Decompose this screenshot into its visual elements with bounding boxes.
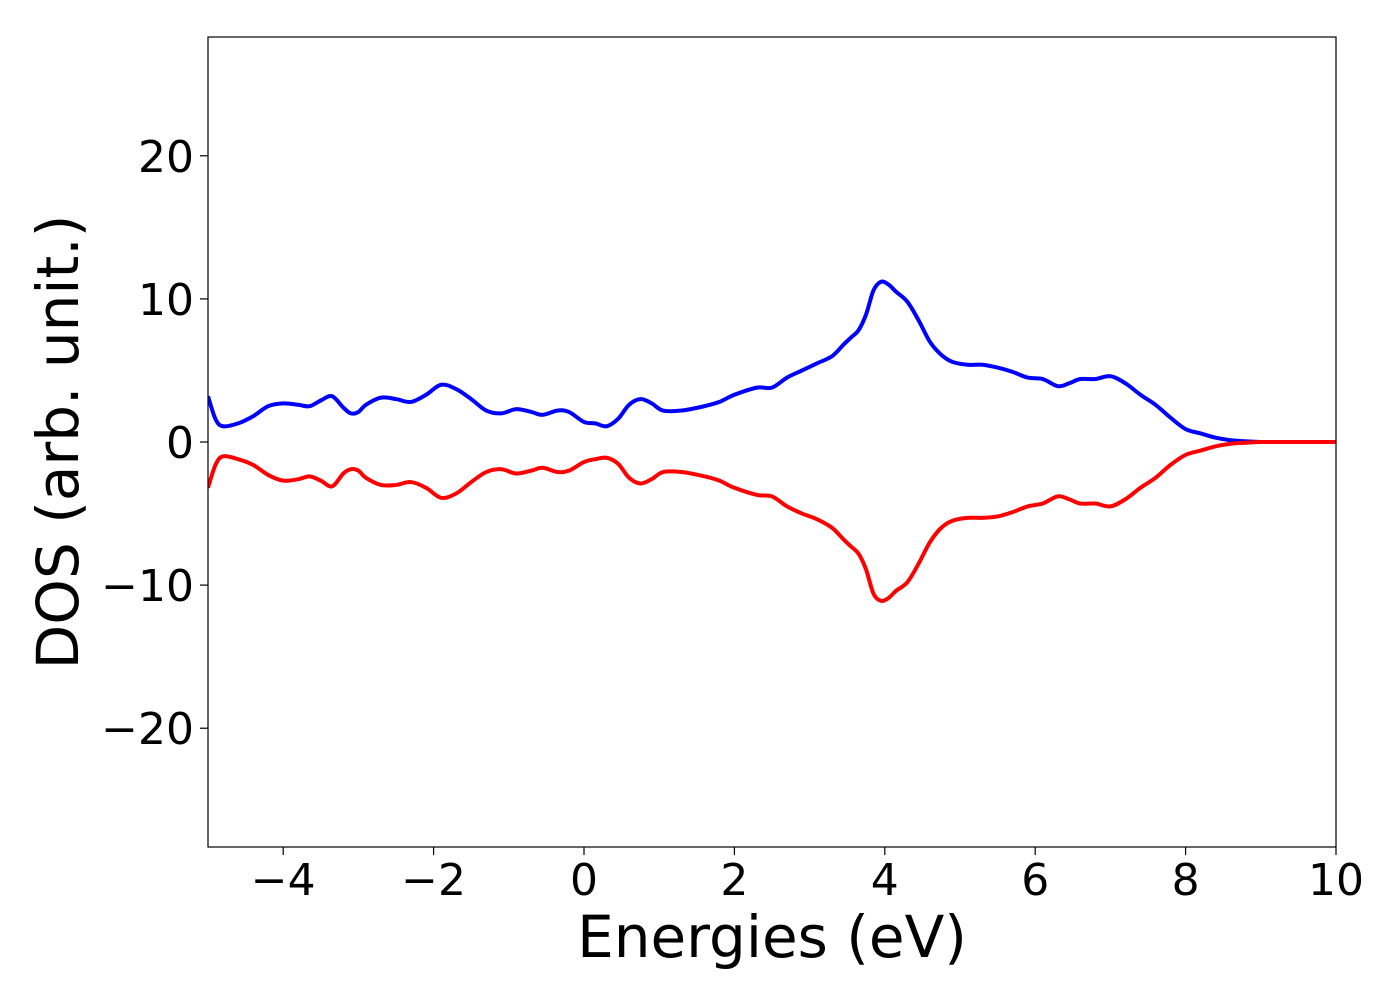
y-tick-label: −20 (101, 704, 194, 755)
y-tick-label: 10 (138, 275, 194, 326)
series-line-spin-up (208, 279, 1336, 445)
x-tick-label: −4 (251, 855, 316, 906)
y-tick-label: −10 (101, 561, 194, 612)
x-axis-label: Energies (eV) (577, 903, 967, 971)
x-axis-ticks: −4 −2 0 2 4 6 8 10 (251, 847, 1364, 906)
x-tick-label: 6 (1021, 855, 1049, 906)
x-tick-label: −2 (401, 855, 466, 906)
x-tick-label: 2 (720, 855, 748, 906)
series-line-spin-down (208, 439, 1336, 603)
y-axis-label: DOS (arb. unit.) (24, 215, 92, 670)
x-tick-label: 4 (871, 855, 899, 906)
x-tick-label: 8 (1172, 855, 1200, 906)
series-layer (208, 279, 1336, 603)
x-tick-label: 10 (1308, 855, 1364, 906)
x-tick-label: 0 (570, 855, 598, 906)
y-tick-label: 0 (166, 418, 194, 469)
y-tick-label: 20 (138, 132, 194, 183)
y-axis-ticks: −20 −10 0 10 20 (101, 132, 208, 755)
